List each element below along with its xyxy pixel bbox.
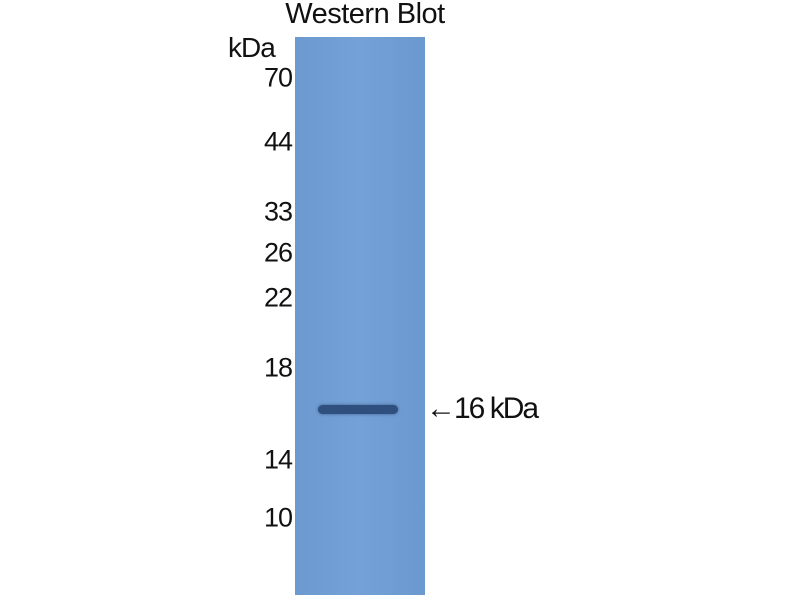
protein-band — [318, 405, 398, 414]
band-annotation: ←16 kDa — [426, 392, 539, 426]
marker-26: 26 — [263, 237, 293, 268]
band-size-label: 16 kDa — [454, 392, 539, 425]
marker-44: 44 — [263, 126, 293, 157]
marker-10: 10 — [263, 502, 293, 533]
unit-label: kDa — [228, 32, 276, 63]
marker-14: 14 — [263, 444, 293, 475]
marker-70: 70 — [263, 62, 293, 93]
figure-title: Western Blot — [285, 0, 445, 30]
blot-lane — [295, 37, 425, 595]
marker-22: 22 — [263, 282, 293, 313]
marker-18: 18 — [263, 352, 293, 383]
arrow-left-icon: ← — [426, 392, 456, 425]
marker-33: 33 — [263, 196, 293, 227]
